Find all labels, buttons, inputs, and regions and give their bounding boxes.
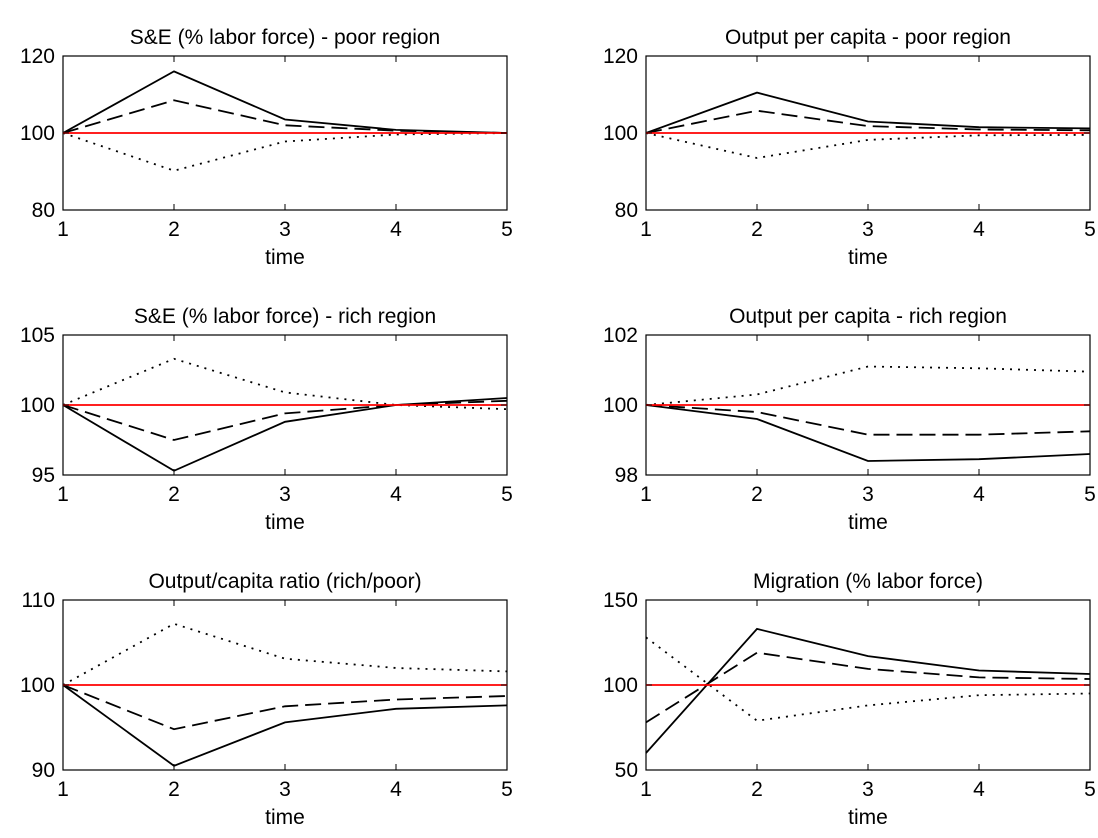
x-tick-label: 3: [279, 483, 291, 506]
x-tick-label: 4: [390, 483, 402, 506]
series-line-dotted: [62, 622, 508, 686]
chart-title: Output/capita ratio (rich/poor): [148, 570, 421, 593]
series-line-dotted: [62, 357, 508, 411]
series-line-solid: [645, 404, 1091, 462]
series-line-solid: [62, 397, 508, 472]
series-line-dashed: [645, 404, 1091, 436]
series-line-dotted: [645, 365, 1091, 406]
series-line-dashed: [645, 109, 1091, 134]
series-line-dashed: [62, 99, 508, 134]
x-tick-label: 1: [640, 483, 652, 506]
x-axis-label: time: [265, 511, 305, 534]
x-axis-label: time: [848, 246, 888, 269]
chart-title: Output per capita - rich region: [729, 305, 1007, 328]
x-tick-label: 5: [1084, 218, 1096, 241]
x-tick-label: 4: [390, 218, 402, 241]
series-line-dashed: [645, 651, 1091, 724]
series-line-dotted: [645, 132, 1091, 159]
panel-2: Output per capita - poor region 1 2 3 4 5 80 10…: [603, 26, 1096, 269]
series-line-solid: [62, 70, 508, 134]
y-tick-label: 95: [32, 464, 55, 487]
x-tick-label: 2: [751, 778, 763, 801]
y-tick-label: 80: [615, 199, 638, 222]
panel-4: Output per capita - rich region 1 2 3 4 5 98 10…: [603, 305, 1096, 534]
series-line-dashed: [62, 399, 508, 441]
x-tick-label: 3: [279, 218, 291, 241]
x-tick-label: 2: [168, 483, 180, 506]
x-tick-label: 4: [973, 218, 985, 241]
x-axis-label: time: [265, 246, 305, 269]
series-line-solid: [62, 684, 508, 767]
x-tick-label: 5: [1084, 483, 1096, 506]
x-tick-label: 2: [168, 778, 180, 801]
chart-title: S&E (% labor force) - rich region: [134, 305, 436, 328]
x-tick-label: 4: [973, 483, 985, 506]
y-tick-label: 102: [603, 324, 638, 347]
chart-title: Migration (% labor force): [753, 570, 983, 593]
y-tick-label: 100: [20, 674, 55, 697]
y-tick-label: 110: [22, 589, 55, 612]
series-line-solid: [645, 627, 1091, 754]
panel-3: S&E (% labor force) - rich region 1 2 3 4 5 95…: [20, 305, 513, 534]
series-line-dashed: [62, 684, 508, 731]
y-tick-label: 150: [603, 589, 638, 612]
x-axis-label: time: [265, 806, 305, 829]
x-tick-label: 4: [390, 778, 402, 801]
x-tick-label: 1: [57, 778, 69, 801]
series-line-dotted: [62, 132, 508, 172]
y-tick-label: 120: [20, 45, 55, 68]
x-axis-label: time: [848, 806, 888, 829]
chart-title: S&E (% labor force) - poor region: [130, 26, 440, 49]
x-axis-label: time: [848, 511, 888, 534]
x-tick-label: 5: [1084, 778, 1096, 801]
x-tick-label: 5: [501, 778, 513, 801]
x-tick-label: 5: [501, 218, 513, 241]
y-tick-label: 50: [615, 759, 638, 782]
x-tick-label: 5: [501, 483, 513, 506]
x-tick-label: 1: [640, 218, 652, 241]
x-tick-label: 4: [973, 778, 985, 801]
panel-5: Output/capita ratio (rich/poor) 1 2 3 4 5 90 10…: [20, 570, 513, 829]
y-tick-label: 100: [603, 122, 638, 145]
y-tick-label: 90: [32, 759, 55, 782]
x-tick-label: 1: [640, 778, 652, 801]
x-tick-label: 2: [751, 483, 763, 506]
series-line-solid: [645, 91, 1091, 134]
y-tick-label: 98: [615, 464, 638, 487]
x-tick-label: 2: [168, 218, 180, 241]
x-tick-label: 3: [862, 483, 874, 506]
y-tick-label: 100: [20, 122, 55, 145]
panel-1: S&E (% labor force) - poor region 1 2 3 4 5 80…: [20, 26, 513, 269]
x-tick-label: 3: [862, 778, 874, 801]
panel-6: Migration (% labor force) 1 2 3 4 5 50 100 150 ti…: [603, 570, 1096, 829]
chart-title: Output per capita - poor region: [725, 26, 1011, 49]
y-tick-label: 100: [603, 674, 638, 697]
y-tick-label: 80: [32, 199, 55, 222]
x-tick-label: 3: [279, 778, 291, 801]
x-tick-label: 1: [57, 218, 69, 241]
y-tick-label: 120: [603, 45, 638, 68]
x-tick-label: 1: [57, 483, 69, 506]
x-tick-label: 3: [862, 218, 874, 241]
y-tick-label: 100: [603, 394, 638, 417]
y-tick-label: 105: [20, 324, 55, 347]
x-tick-label: 2: [751, 218, 763, 241]
y-tick-label: 100: [20, 394, 55, 417]
